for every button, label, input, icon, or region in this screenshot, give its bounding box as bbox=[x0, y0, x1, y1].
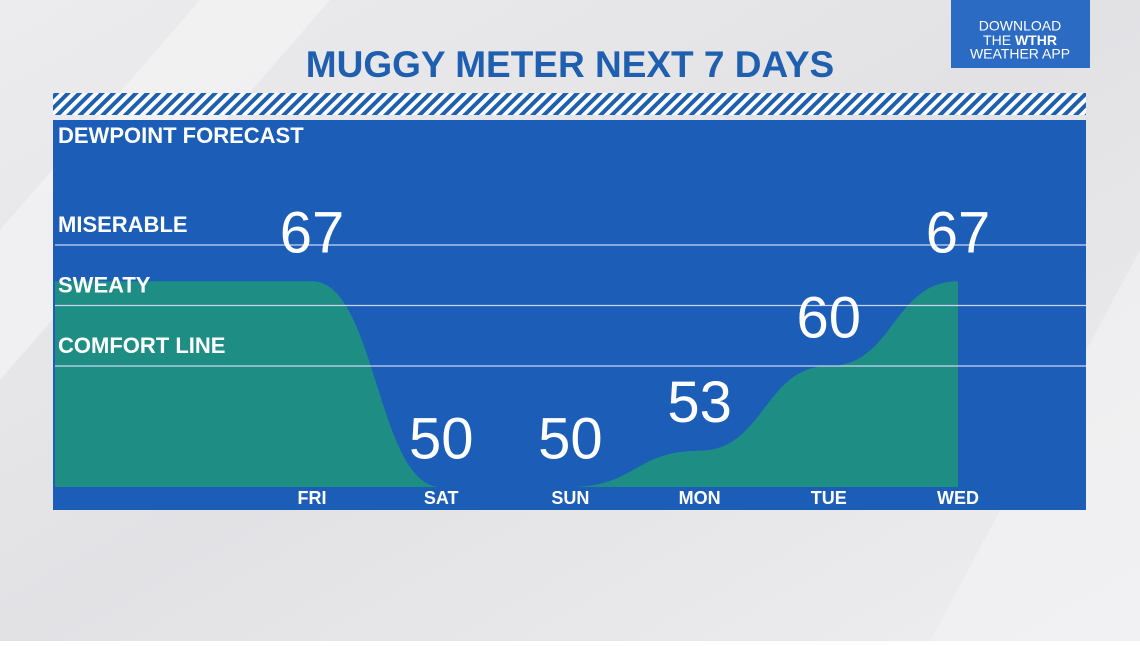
chart-subtitle: DEWPOINT FORECAST bbox=[58, 123, 304, 148]
area bbox=[312, 281, 958, 487]
area-lead bbox=[55, 281, 312, 487]
x-tick-label: FRI bbox=[298, 488, 327, 508]
value-label: 53 bbox=[667, 370, 732, 435]
level-label: MISERABLE bbox=[58, 212, 188, 237]
value-label: 67 bbox=[926, 201, 991, 266]
x-tick-label: WED bbox=[937, 488, 979, 508]
app-badge[interactable] bbox=[951, 0, 1090, 68]
chart-title: MUGGY METER NEXT 7 DAYS bbox=[306, 44, 834, 85]
x-tick-label: SUN bbox=[551, 488, 589, 508]
badge-text: WEATHER APP bbox=[970, 46, 1070, 62]
badge-text: THE bbox=[983, 32, 1011, 48]
x-tick-label: MON bbox=[679, 488, 721, 508]
level-label: SWEATY bbox=[58, 272, 151, 297]
value-label: 50 bbox=[538, 406, 603, 471]
x-tick-label: SAT bbox=[424, 488, 459, 508]
hatch-band bbox=[53, 93, 1086, 115]
badge-text: DOWNLOAD bbox=[979, 18, 1061, 34]
badge-text: THE WTHR bbox=[983, 32, 1057, 48]
value-label: 67 bbox=[280, 201, 345, 266]
x-tick-label: TUE bbox=[811, 488, 847, 508]
level-label: COMFORT LINE bbox=[58, 333, 225, 358]
badge-brand: WTHR bbox=[1015, 32, 1057, 48]
marks: MISERABLE SWEATY COMFORT LINE FRI 67 SAT 50 SUN… bbox=[55, 201, 1086, 508]
value-label: 50 bbox=[409, 406, 474, 471]
value-label: 60 bbox=[797, 285, 862, 350]
